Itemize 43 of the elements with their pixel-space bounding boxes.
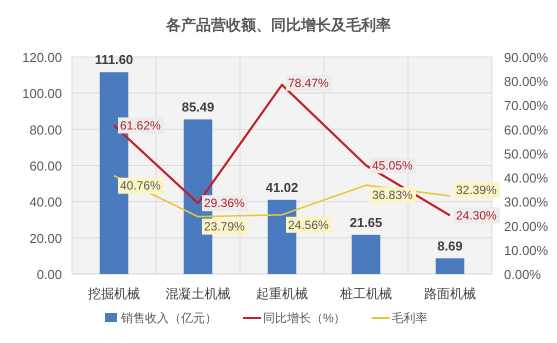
y2-tick-label: 40.00%	[504, 170, 549, 186]
bar	[352, 234, 380, 274]
data-label: 78.47%	[288, 76, 330, 90]
data-label: 61.62%	[120, 118, 162, 132]
data-label: 24.30%	[456, 208, 498, 222]
y2-tick-label: 90.00%	[504, 50, 549, 65]
y-tick-label: 20.00	[29, 230, 62, 246]
data-label: 40.76%	[120, 178, 162, 193]
data-label: 29.36%	[204, 196, 246, 210]
y-tick-label: 80.00	[29, 122, 62, 138]
y2-tick-label: 10.00%	[504, 242, 549, 258]
data-label: 111.60	[94, 52, 134, 68]
data-label: 24.56%	[288, 218, 330, 232]
y-tick-label: 0.00	[36, 267, 62, 282]
legend-label: 毛利率	[392, 311, 428, 325]
data-label: 36.83%	[372, 188, 414, 202]
data-label: 23.79%	[204, 220, 246, 234]
y2-tick-label: 80.00%	[504, 74, 549, 90]
y-tick-label: 40.00	[29, 194, 62, 210]
x-tick-label: 混凝土机械	[166, 286, 230, 301]
y2-tick-label: 60.00%	[504, 122, 549, 138]
y2-tick-label: 20.00%	[504, 218, 549, 234]
y2-tick-label: 0.00%	[504, 267, 542, 282]
y-tick-label: 120.00	[22, 50, 62, 65]
data-label: 41.02	[266, 180, 298, 195]
y2-tick-label: 30.00%	[504, 194, 549, 210]
legend-label: 同比增长（%）	[263, 311, 346, 325]
data-label: 45.05%	[372, 158, 414, 172]
data-label: 32.39%	[456, 182, 498, 197]
y2-tick-label: 50.00%	[504, 146, 549, 162]
data-label: 8.69	[437, 238, 463, 254]
data-label: 21.65	[350, 214, 382, 230]
y-tick-label: 100.00	[22, 86, 62, 102]
y-tick-label: 60.00	[29, 158, 62, 174]
data-label: 85.49	[182, 99, 214, 114]
x-tick-label: 桩工机械	[339, 286, 392, 301]
legend-label: 销售收入（亿元）	[120, 311, 217, 325]
chart-title: 各产品营收额、同比增长及毛利率	[165, 16, 391, 34]
x-tick-label: 起重机械	[256, 286, 308, 301]
bar	[436, 258, 464, 274]
x-tick-label: 挖掘机械	[88, 286, 140, 301]
x-tick-label: 路面机械	[424, 286, 476, 301]
y2-tick-label: 70.00%	[504, 98, 549, 114]
